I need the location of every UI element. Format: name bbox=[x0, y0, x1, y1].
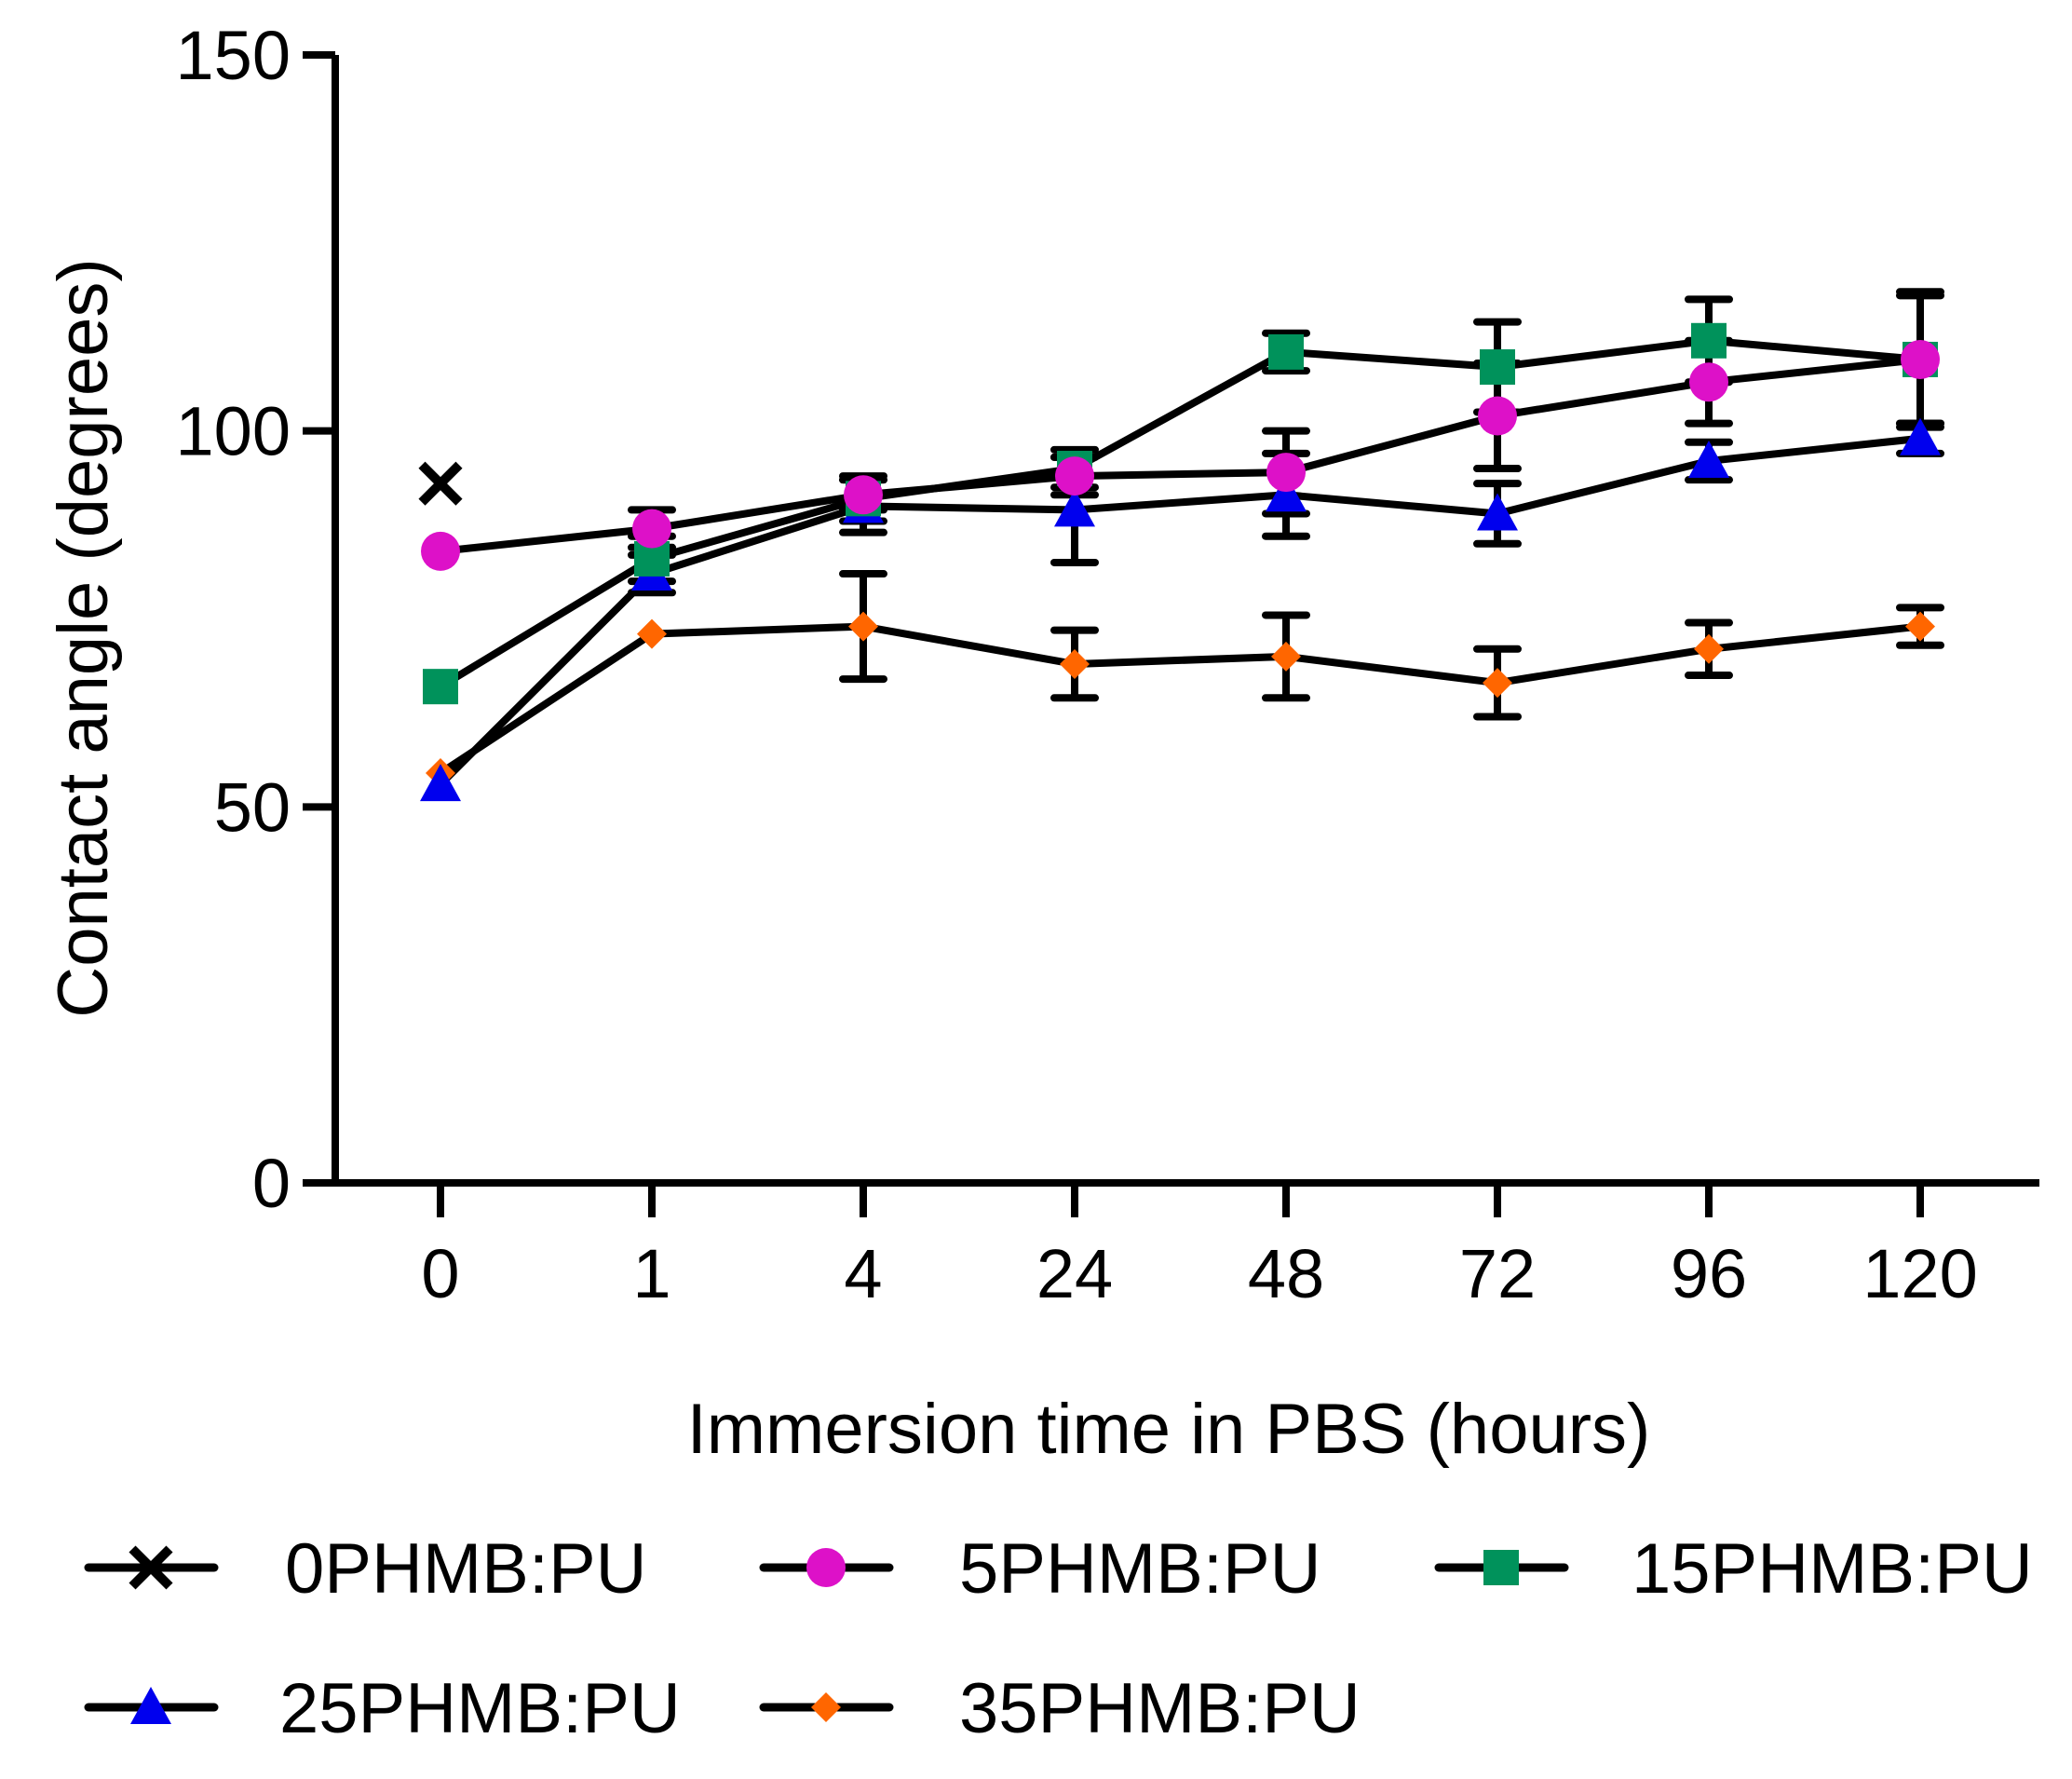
legend: 0PHMB:PU 5PHMB:PU 15PHMB:PU 25PHMB:PU 35PHMB… bbox=[84, 1529, 2033, 1748]
data-point bbox=[848, 611, 878, 642]
legend-marker bbox=[811, 1692, 841, 1722]
series-line-25PHMB:PU bbox=[438, 434, 1921, 787]
data-point bbox=[1900, 417, 1941, 455]
data-point bbox=[418, 461, 463, 506]
series-line-5PHMB:PU bbox=[440, 355, 1921, 555]
x-tick-label: 0 bbox=[421, 1235, 459, 1312]
data-point-stroke bbox=[418, 461, 463, 506]
legend-item: 5PHMB:PU bbox=[759, 1529, 1321, 1609]
data-point bbox=[1271, 641, 1301, 672]
legend-item: 25PHMB:PU bbox=[84, 1669, 681, 1748]
legend-item: 35PHMB:PU bbox=[759, 1669, 1361, 1748]
x-tick-label: 96 bbox=[1671, 1235, 1747, 1312]
data-point bbox=[844, 475, 883, 515]
legend-label: 25PHMB:PU bbox=[279, 1669, 681, 1748]
data-point bbox=[420, 764, 461, 802]
axes bbox=[332, 55, 2039, 1187]
data-point bbox=[1480, 349, 1515, 386]
data-point bbox=[1694, 633, 1724, 664]
data-point bbox=[423, 669, 458, 705]
data-point bbox=[1060, 648, 1090, 679]
legend-marker bbox=[806, 1548, 846, 1587]
data-point bbox=[421, 531, 460, 571]
x-tick-label: 24 bbox=[1036, 1235, 1113, 1312]
series-markers bbox=[418, 322, 1941, 802]
x-tick-label: 72 bbox=[1459, 1235, 1536, 1312]
y-tick-label: 50 bbox=[214, 768, 291, 846]
legend-label: 5PHMB:PU bbox=[959, 1529, 1321, 1609]
legend-item: 0PHMB:PU bbox=[84, 1529, 647, 1609]
data-point bbox=[1268, 333, 1304, 370]
data-point bbox=[1477, 493, 1518, 531]
data-point bbox=[637, 618, 667, 649]
series-lines bbox=[438, 336, 1921, 787]
legend-item: 15PHMB:PU bbox=[1434, 1529, 2033, 1609]
series-line-35PHMB:PU bbox=[438, 622, 1921, 777]
x-axis-label: Immersion time in PBS (hours) bbox=[687, 1390, 1651, 1469]
legend-label: 15PHMB:PU bbox=[1632, 1529, 2033, 1609]
x-tick-label: 1 bbox=[632, 1235, 670, 1312]
data-point bbox=[1901, 339, 1940, 379]
legend-marker-stroke bbox=[129, 1545, 173, 1590]
legend-label: 35PHMB:PU bbox=[959, 1669, 1361, 1748]
y-ticks: 0 50 100 150 bbox=[176, 17, 335, 1222]
x-ticks: 0 1 4 24 48 72 96 120 bbox=[421, 1183, 1978, 1312]
data-point bbox=[1905, 611, 1935, 642]
x-tick-label: 120 bbox=[1862, 1235, 1977, 1312]
data-point bbox=[1055, 456, 1094, 496]
plot-area bbox=[418, 288, 1944, 802]
legend-marker bbox=[1483, 1550, 1519, 1585]
y-tick-label: 100 bbox=[176, 393, 291, 470]
y-tick-label: 0 bbox=[252, 1145, 291, 1222]
legend-marker bbox=[129, 1545, 173, 1590]
data-point bbox=[1691, 322, 1727, 359]
data-point bbox=[1266, 474, 1307, 512]
data-point bbox=[1478, 396, 1517, 436]
data-point bbox=[1483, 668, 1512, 699]
legend-marker bbox=[130, 1687, 171, 1724]
data-point bbox=[1689, 362, 1728, 402]
series-line-15PHMB:PU bbox=[438, 336, 1921, 690]
legend-label: 0PHMB:PU bbox=[285, 1529, 647, 1609]
x-tick-label: 48 bbox=[1248, 1235, 1324, 1312]
data-point bbox=[1266, 453, 1306, 493]
data-point bbox=[1688, 440, 1729, 478]
y-tick-label: 150 bbox=[176, 17, 291, 94]
data-point bbox=[1054, 489, 1095, 527]
x-tick-label: 4 bbox=[844, 1235, 882, 1312]
data-point bbox=[632, 509, 671, 549]
y-axis-label: Contact angle (degrees) bbox=[44, 258, 123, 1017]
